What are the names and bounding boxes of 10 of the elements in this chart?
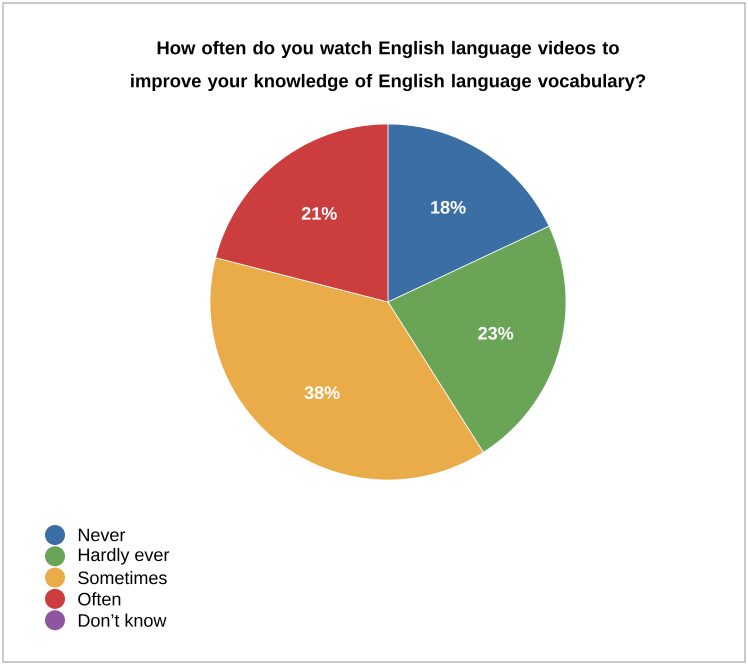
data-label: 38% (304, 386, 340, 400)
data-label: 23% (478, 326, 514, 340)
legend-label: Often (78, 592, 120, 606)
legend-label: Sometimes (78, 570, 167, 584)
data-label: 21% (302, 207, 337, 220)
legend-label: Don’t know (78, 614, 166, 627)
legend-label: Never (78, 528, 126, 542)
legend-label: Hardly ever (78, 548, 170, 565)
data-label: 18% (431, 200, 466, 214)
chart-title: How often do you watch English language videos to improve your knowledge of English language vocabulary? (131, 40, 646, 92)
